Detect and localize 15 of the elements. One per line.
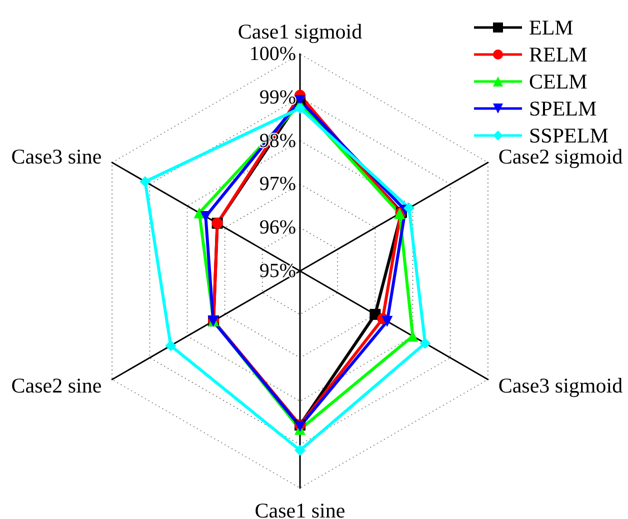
spoke-label: Case3 sine — [11, 144, 102, 168]
spoke-label: Case1 sigmoid — [238, 20, 363, 44]
spoke-label: Case2 sine — [11, 374, 102, 398]
y-tick-label: 97% — [259, 173, 296, 196]
legend-label: SPELM — [529, 96, 598, 120]
legend-label: ELM — [529, 16, 574, 40]
spoke-label: Case1 sine — [254, 498, 346, 519]
legend-label: CELM — [529, 70, 588, 94]
spoke-label: Case3 sigmoid — [498, 374, 624, 398]
legend-label: SSPELM — [529, 124, 609, 148]
y-tick-label: 95% — [259, 260, 296, 282]
y-tick-label: 96% — [259, 216, 296, 239]
legend-label: RELM — [529, 42, 588, 66]
spoke-label: Case2 sigmoid — [498, 144, 624, 168]
y-tick-label: 100% — [249, 43, 296, 65]
